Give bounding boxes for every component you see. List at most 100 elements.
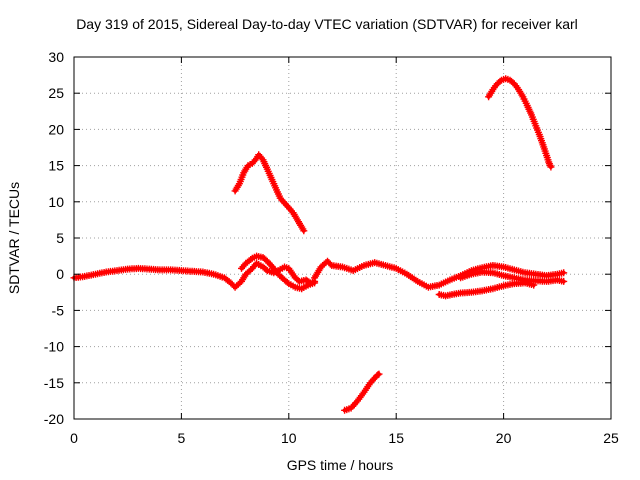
x-tick-label: 10 (281, 430, 297, 446)
data-point (512, 282, 516, 286)
data-point (437, 292, 441, 296)
data-point (179, 269, 183, 273)
data-point (302, 229, 306, 233)
y-tick-label: 25 (48, 85, 64, 101)
data-point (201, 270, 205, 274)
data-point (512, 276, 516, 280)
series-track-hump-right (485, 75, 555, 171)
data-point (405, 272, 409, 276)
x-tick-label: 25 (603, 430, 619, 446)
data-point (233, 189, 237, 193)
data-point (491, 264, 495, 268)
data-point (313, 276, 317, 280)
y-tick-label: 10 (48, 194, 64, 210)
data-point (542, 147, 546, 151)
y-tick-label: 20 (48, 121, 64, 137)
series-track-hump-left (231, 151, 308, 235)
data-point (291, 211, 295, 215)
data-point (341, 265, 344, 269)
data-point (373, 261, 377, 265)
data-point (356, 399, 360, 403)
data-point (313, 281, 317, 285)
data-point (278, 196, 282, 200)
data-point (298, 279, 302, 283)
data-point (512, 268, 516, 272)
x-tick-label: 15 (388, 430, 404, 446)
y-tick-label: 15 (48, 158, 64, 174)
data-point (480, 270, 484, 274)
data-point (283, 278, 287, 282)
data-point (265, 259, 269, 263)
data-point (104, 270, 108, 274)
y-tick-label: 0 (56, 266, 64, 282)
data-point (487, 95, 491, 99)
data-point (261, 265, 265, 269)
series-track-low (435, 279, 538, 300)
data-point (287, 282, 291, 286)
data-point (538, 135, 542, 139)
data-point (491, 271, 495, 275)
data-point (362, 390, 366, 394)
data-point (547, 160, 551, 164)
data-point (534, 272, 538, 276)
data-point (261, 158, 265, 162)
data-point (240, 266, 244, 270)
data-point (377, 372, 381, 376)
data-point (250, 161, 254, 165)
data-point (147, 267, 151, 271)
y-tick-label: 30 (48, 49, 64, 65)
data-point (325, 259, 329, 263)
x-tick-label: 0 (70, 430, 78, 446)
data-point (499, 78, 503, 82)
data-point (93, 272, 97, 276)
data-point (265, 167, 269, 171)
data-point (306, 283, 310, 287)
data-point (480, 289, 484, 293)
data-point (495, 82, 499, 86)
data-point (287, 266, 291, 270)
data-point (394, 266, 398, 270)
data-point (437, 283, 441, 287)
y-tick-label: -10 (44, 339, 64, 355)
data-point (115, 269, 119, 273)
data-point (136, 266, 140, 270)
data-point (169, 268, 173, 272)
data-point (545, 279, 549, 283)
series-track-main-4 (457, 268, 568, 285)
data-point (229, 281, 233, 285)
x-tick-label: 20 (496, 430, 512, 446)
data-point (523, 271, 527, 275)
data-point (349, 406, 353, 410)
data-point (517, 88, 521, 92)
data-point (276, 272, 280, 276)
data-point (525, 104, 529, 108)
data-point (491, 88, 495, 92)
data-point (255, 261, 259, 265)
data-point (237, 182, 241, 186)
data-point (508, 78, 512, 82)
x-axis-label: GPS time / hours (287, 457, 394, 473)
data-point (469, 272, 473, 276)
data-point (319, 265, 323, 269)
data-point (255, 156, 259, 160)
data-point (480, 266, 484, 270)
data-point (469, 269, 473, 273)
data-point (222, 276, 226, 280)
data-point (444, 294, 448, 298)
data-point (304, 278, 308, 282)
data-point (83, 274, 87, 278)
data-point (244, 272, 248, 276)
data-point (491, 287, 495, 291)
data-point (272, 266, 276, 270)
data-point (532, 283, 536, 287)
data-point (555, 272, 559, 276)
data-point (502, 265, 506, 269)
data-point (300, 287, 304, 291)
data-point (530, 113, 534, 117)
series-track-main-2 (238, 252, 319, 293)
data-point (502, 284, 506, 288)
data-point (459, 276, 463, 280)
data-point (562, 271, 566, 275)
data-point (512, 82, 516, 86)
